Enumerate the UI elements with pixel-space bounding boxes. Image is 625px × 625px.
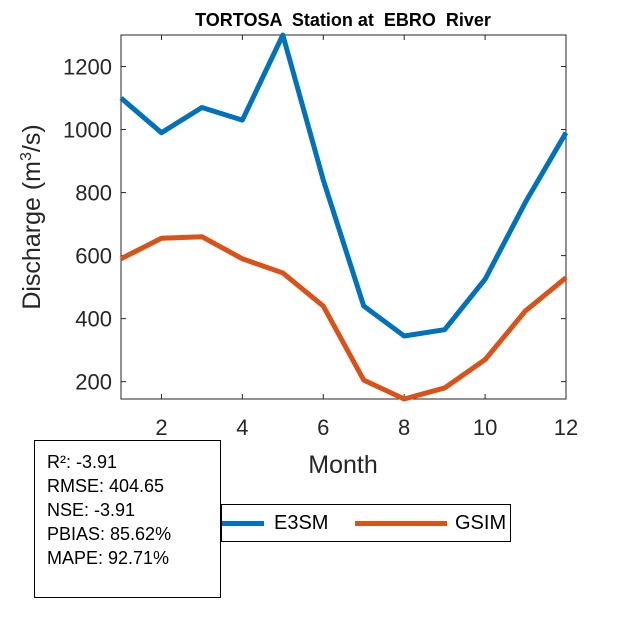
y-axis-label-main: Discharge (m: [18, 161, 46, 310]
legend: E3SM GSIM: [221, 504, 511, 542]
x-axis-label: Month: [308, 451, 377, 479]
stat-rmse: RMSE: 404.65: [47, 476, 165, 496]
plot-area: [120, 34, 567, 400]
y-axis-label: Discharge (m3/s): [18, 124, 46, 309]
stat-nse: NSE: -3.91: [47, 500, 136, 520]
legend-swatch-gsim: [355, 521, 447, 526]
stat-pbias: PBIAS: 85.62%: [47, 524, 172, 544]
y-tick-label: 600: [75, 244, 112, 269]
y-tick-label: 1000: [63, 118, 112, 143]
x-tick-label: 10: [473, 415, 497, 440]
y-tick-label: 800: [75, 181, 112, 206]
legend-item-e3sm: E3SM: [222, 505, 367, 541]
legend-label-gsim: GSIM: [455, 512, 507, 534]
x-tick-label: 4: [236, 415, 248, 440]
y-tick-label: 200: [75, 370, 112, 395]
y-tick-label: 1200: [63, 55, 112, 80]
y-axis-label-tail: /s): [18, 124, 46, 152]
stat-r2: R²: -3.91: [47, 452, 118, 472]
x-tick-label: 8: [398, 415, 410, 440]
series-line-e3sm: [119, 32, 569, 339]
y-tick-label: 400: [75, 307, 112, 332]
series-lines: [119, 32, 569, 402]
x-tick-label: 12: [554, 415, 578, 440]
chart-title: TORTOSA Station at EBRO River: [195, 10, 491, 30]
series-line-gsim: [119, 234, 568, 402]
legend-swatch-e3sm: [222, 521, 264, 526]
x-tick-label: 2: [155, 415, 167, 440]
x-tick-label: 6: [317, 415, 329, 440]
legend-item-gsim: GSIM: [355, 505, 510, 541]
legend-label-e3sm: E3SM: [274, 512, 329, 534]
y-axis-label-superscript: 3: [18, 152, 35, 161]
stats-box: R²: -3.91 RMSE: 404.65 NSE: -3.91 PBIAS:…: [34, 440, 221, 598]
stat-mape: MAPE: 92.71%: [47, 548, 170, 568]
axis-ticks: 2 4 6 8 10 12 200 400 600 800 1000 1200: [63, 35, 578, 440]
